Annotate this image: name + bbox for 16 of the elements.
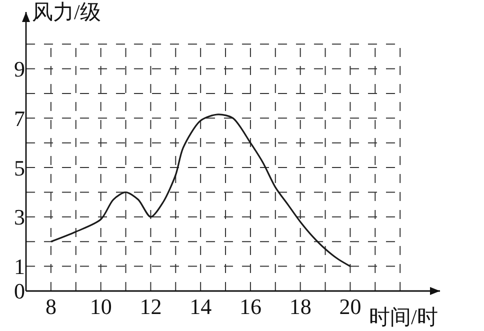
y-tick-label: 9 [14,56,25,82]
y-tick-label: 3 [14,204,25,230]
y-tick-label: 7 [14,106,25,131]
x-tick-label: 14 [190,294,212,319]
x-tick-label: 16 [239,294,262,319]
line-series [50,114,352,268]
x-axis-title: 时间/时 [369,305,438,329]
x-tick-label: 10 [90,294,112,319]
y-tick-label: 5 [14,155,25,180]
x-tick-label: 8 [45,294,56,319]
y-axis-title: 风力/级 [32,0,101,24]
y-tick-label: 0 [14,278,25,304]
x-tick-label: 18 [289,294,312,319]
x-tick-label: 12 [140,294,162,319]
y-tick-label: 1 [14,254,25,280]
x-tick-label: 20 [339,294,362,319]
